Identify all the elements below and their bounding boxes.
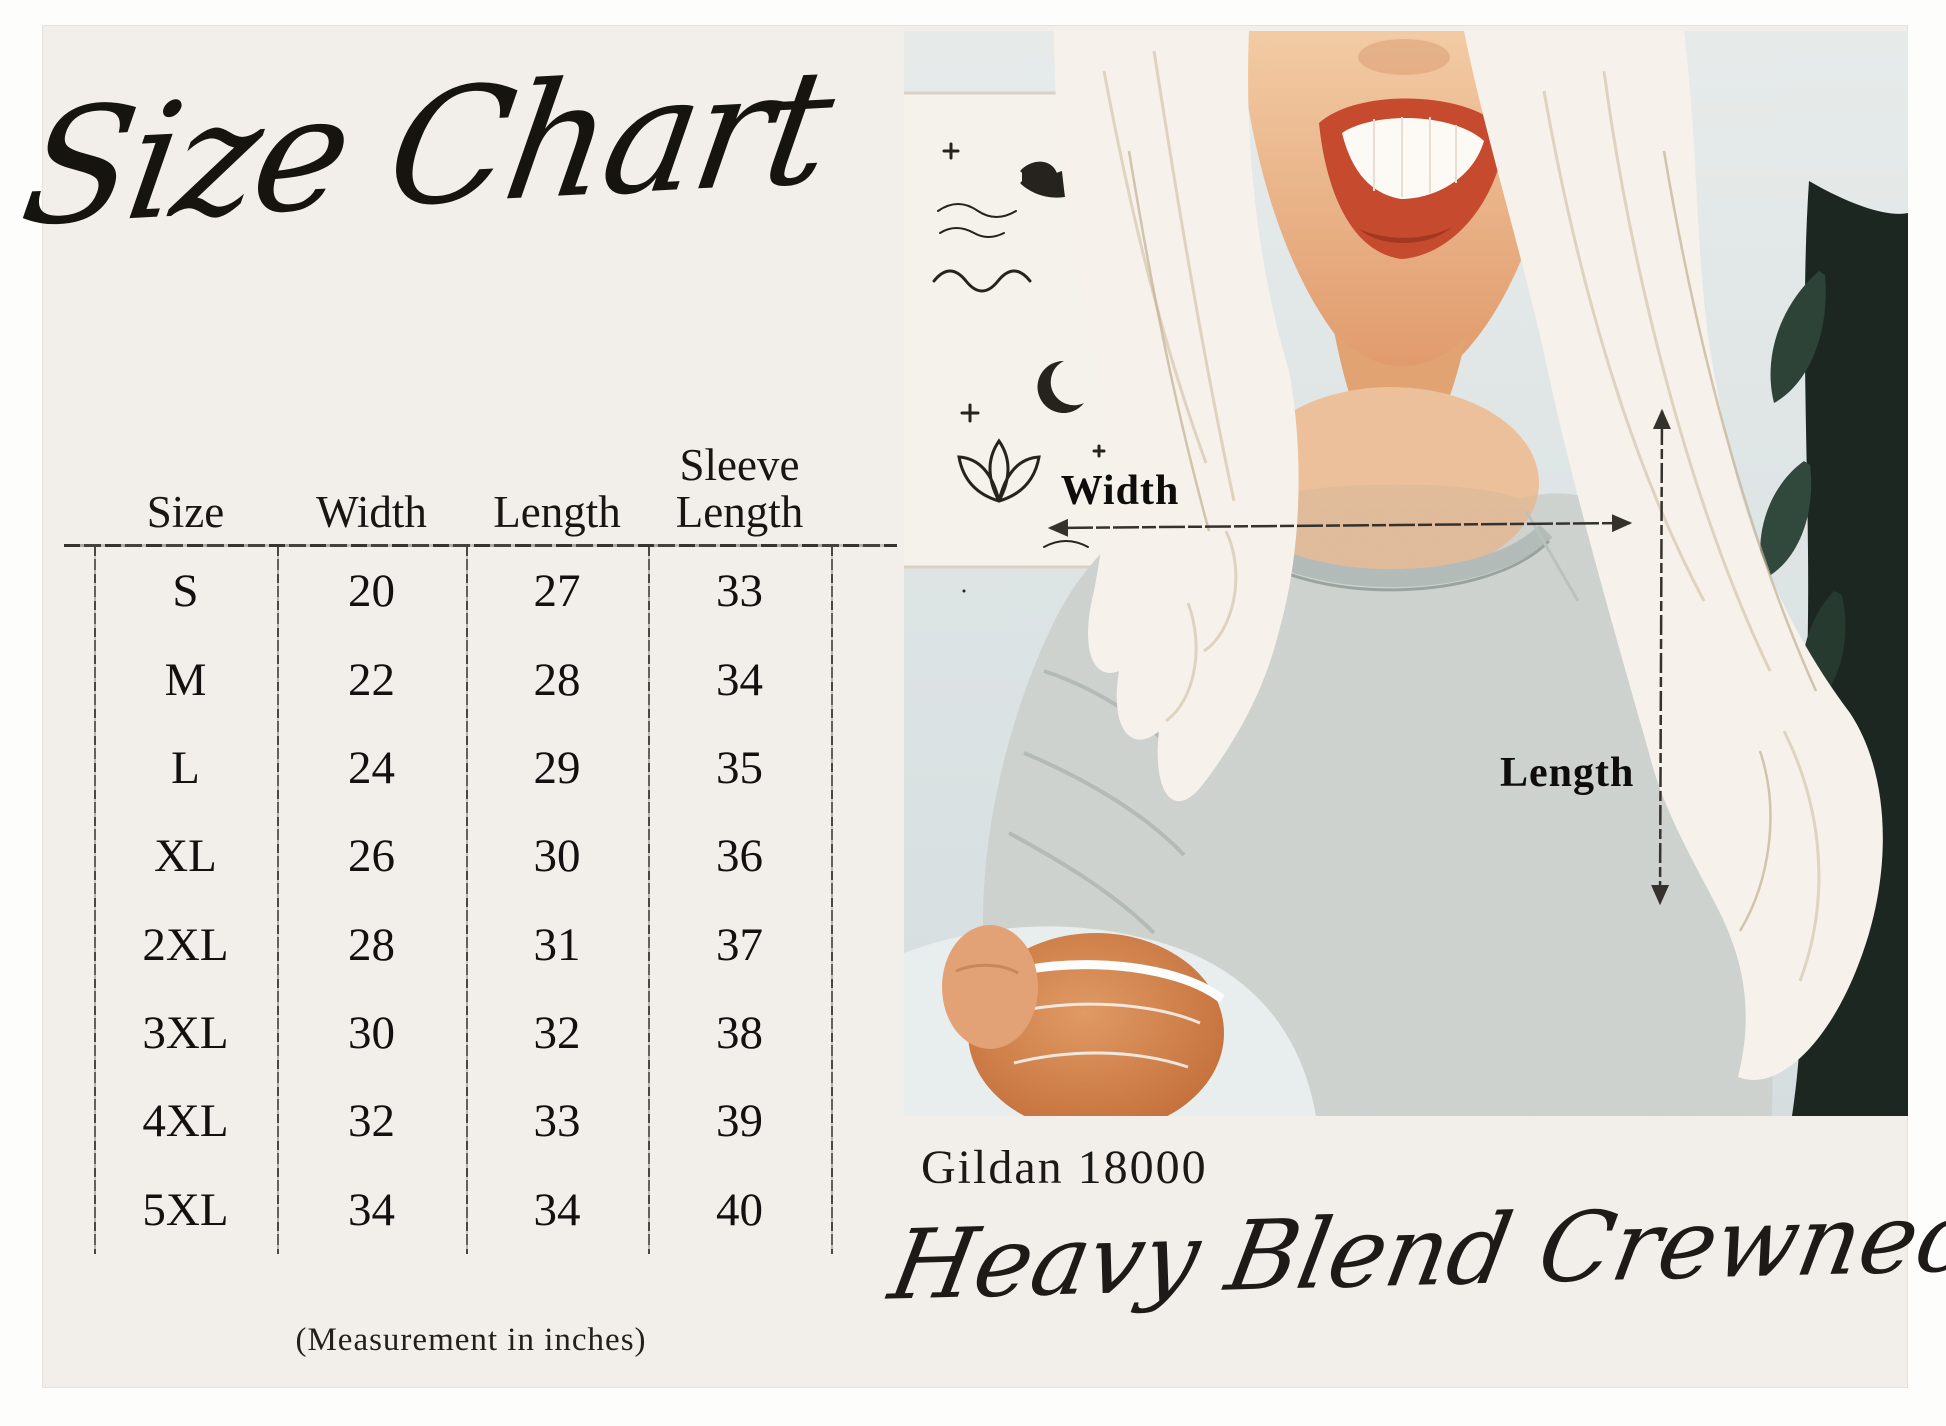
table-row: 2XL 28 31 37	[94, 901, 831, 989]
table-row: XL 26 30 36	[94, 812, 831, 900]
table-row: L 24 29 35	[94, 724, 831, 812]
length-annotation-label: Length	[1500, 750, 1635, 796]
cell-length: 27	[533, 565, 581, 618]
table-divider	[648, 547, 650, 1254]
hand-on-hip	[942, 925, 1038, 1049]
cell-size: 3XL	[142, 1007, 229, 1060]
cell-width: 34	[348, 1183, 395, 1236]
cell-sleeve: 35	[716, 741, 763, 794]
cell-size: 2XL	[142, 918, 229, 971]
nose-shadow	[1358, 39, 1450, 75]
table-divider	[466, 547, 468, 1254]
cell-size: 5XL	[142, 1183, 229, 1236]
column-header-length: Length	[493, 487, 621, 538]
table-row: 4XL 32 33 39	[94, 1077, 831, 1165]
cell-sleeve: 38	[716, 1007, 763, 1060]
cell-width: 26	[348, 830, 395, 883]
cell-width: 24	[348, 741, 395, 794]
table-header-row: Size Width Length Sleeve Length	[94, 426, 831, 542]
cell-length: 30	[533, 830, 581, 883]
measurement-unit-note: (Measurement in inches)	[295, 1322, 647, 1358]
cell-sleeve: 34	[716, 653, 763, 706]
cell-sleeve: 36	[716, 830, 763, 883]
width-annotation-label: Width	[1060, 468, 1180, 514]
cell-width: 30	[348, 1007, 395, 1060]
cell-length: 31	[533, 918, 581, 971]
cell-sleeve: 39	[716, 1095, 763, 1148]
cell-sleeve: 40	[716, 1183, 763, 1236]
table-divider	[94, 547, 96, 1254]
page-title: Size Chart	[11, 34, 842, 263]
product-model: Gildan 18000	[921, 1141, 1208, 1194]
cell-size: L	[171, 741, 200, 794]
cell-sleeve: 37	[716, 918, 763, 971]
cell-width: 32	[348, 1095, 395, 1148]
cell-width: 20	[348, 565, 395, 618]
smiling-mouth	[1319, 98, 1506, 259]
cell-length: 34	[533, 1183, 581, 1236]
table-row: S 20 27 33	[94, 547, 831, 635]
woman-face	[1239, 31, 1569, 479]
cell-length: 28	[533, 653, 581, 706]
column-header-size: Size	[146, 487, 225, 538]
cell-length: 32	[533, 1007, 581, 1060]
product-photo: Width Length	[904, 31, 1908, 1116]
table-row: 5XL 34 34 40	[94, 1166, 831, 1254]
cell-width: 22	[348, 653, 395, 706]
table-top-rule	[64, 544, 897, 547]
table-divider	[831, 547, 833, 1254]
cell-size: XL	[154, 830, 217, 883]
photo-scene	[904, 31, 1908, 1116]
column-header-sleeve-length: Sleeve Length	[675, 440, 804, 538]
platinum-wavy-hair	[1054, 31, 1883, 1080]
cell-size: S	[172, 565, 199, 618]
table-row: M 22 28 34	[94, 635, 831, 723]
table-divider	[277, 547, 279, 1254]
column-header-width: Width	[316, 487, 427, 538]
cell-length: 33	[533, 1095, 581, 1148]
product-name: Heavy Blend Crewneck	[881, 1179, 1946, 1322]
cell-sleeve: 33	[716, 565, 763, 618]
ripped-jeans-knee	[904, 925, 1316, 1116]
cell-size: 4XL	[142, 1095, 229, 1148]
size-table-body: S 20 27 33 M 22 28 34 L 24 29 35 XL 26 3…	[94, 547, 831, 1254]
table-row: 3XL 30 32 38	[94, 989, 831, 1077]
cell-size: M	[164, 653, 207, 706]
cell-width: 28	[348, 918, 395, 971]
cell-length: 29	[533, 741, 581, 794]
